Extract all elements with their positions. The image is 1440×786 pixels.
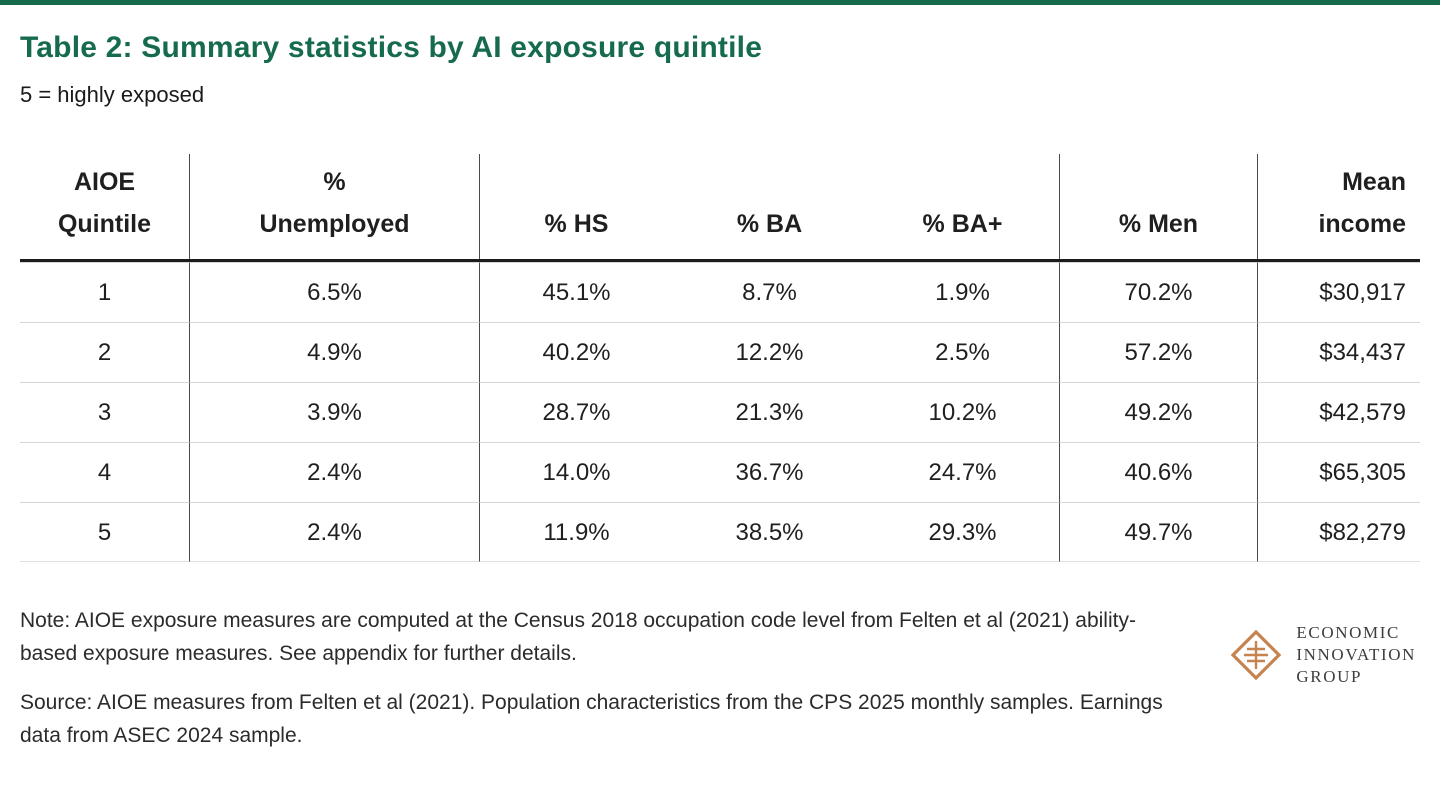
table-cell: 49.7%	[1060, 502, 1258, 562]
column-header-ba-plus: % BA+	[866, 154, 1060, 259]
table-cell: 3.9%	[190, 382, 480, 442]
table-cell: 10.2%	[866, 382, 1060, 442]
table-cell: 6.5%	[190, 262, 480, 322]
table-cell: 5	[20, 502, 190, 562]
column-header-line: % Men	[1118, 210, 1199, 238]
column-header-line: Unemployed	[259, 210, 410, 238]
column-header-unemployed: % Unemployed	[190, 154, 480, 259]
eig-logo: ECONOMIC INNOVATION GROUP	[1230, 622, 1416, 688]
table-cell: 28.7%	[480, 382, 673, 442]
table-cell: 70.2%	[1060, 262, 1258, 322]
table-cell: 2.4%	[190, 442, 480, 502]
column-header-men: % Men	[1060, 154, 1258, 259]
table-cell: 2	[20, 322, 190, 382]
table-cell: $30,917	[1258, 262, 1420, 322]
table-cell: $34,437	[1258, 322, 1420, 382]
column-header-mean-income: Mean income	[1258, 154, 1420, 259]
table-cell: 12.2%	[673, 322, 866, 382]
column-header-line: Mean	[1342, 168, 1406, 196]
table-row: 4 2.4% 14.0% 36.7% 24.7% 40.6% $65,305	[20, 442, 1420, 502]
table-cell: 3	[20, 382, 190, 442]
table-cell: 8.7%	[673, 262, 866, 322]
table-cell: 2.5%	[866, 322, 1060, 382]
table-cell: 24.7%	[866, 442, 1060, 502]
column-header-line: % HS	[544, 210, 609, 238]
page-content: Table 2: Summary statistics by AI exposu…	[0, 31, 1440, 752]
eig-logo-line: GROUP	[1296, 667, 1363, 686]
eig-diamond-icon	[1231, 629, 1282, 681]
table-cell: 40.2%	[480, 322, 673, 382]
column-header-ba: % BA	[673, 154, 866, 259]
table-cell: 49.2%	[1060, 382, 1258, 442]
column-header-quintile: AIOE Quintile	[20, 154, 190, 259]
table-row: 1 6.5% 45.1% 8.7% 1.9% 70.2% $30,917	[20, 262, 1420, 322]
table-cell: 29.3%	[866, 502, 1060, 562]
column-header-line: %	[323, 168, 346, 196]
eig-logo-line: ECONOMIC	[1296, 623, 1400, 642]
table-cell: 21.3%	[673, 382, 866, 442]
eig-logo-line: INNOVATION	[1296, 645, 1416, 664]
table-cell: $82,279	[1258, 502, 1420, 562]
column-header-line: income	[1318, 210, 1406, 238]
page-subtitle: 5 = highly exposed	[20, 82, 205, 107]
table-cell: 38.5%	[673, 502, 866, 562]
table-row: 5 2.4% 11.9% 38.5% 29.3% 49.7% $82,279	[20, 502, 1420, 562]
table-row: 3 3.9% 28.7% 21.3% 10.2% 49.2% $42,579	[20, 382, 1420, 442]
table-cell: 40.6%	[1060, 442, 1258, 502]
table-cell: $65,305	[1258, 442, 1420, 502]
table-cell: 36.7%	[673, 442, 866, 502]
eig-logo-text: ECONOMIC INNOVATION GROUP	[1296, 622, 1416, 688]
brand-top-bar	[0, 0, 1440, 5]
table-cell: 14.0%	[480, 442, 673, 502]
table-cell: 1.9%	[866, 262, 1060, 322]
table-cell: 57.2%	[1060, 322, 1258, 382]
table-header-row: AIOE Quintile % Unemployed % HS % BA % B…	[20, 154, 1420, 262]
table-cell: 11.9%	[480, 502, 673, 562]
table-row: 2 4.9% 40.2% 12.2% 2.5% 57.2% $34,437	[20, 322, 1420, 382]
note-text: Note: AIOE exposure measures are compute…	[20, 609, 1136, 665]
column-header-line: % BA	[736, 210, 803, 238]
table-cell: 45.1%	[480, 262, 673, 322]
page-title: Table 2: Summary statistics by AI exposu…	[20, 31, 763, 64]
table-cell: 4.9%	[190, 322, 480, 382]
table-cell: 4	[20, 442, 190, 502]
column-header-line: AIOE	[73, 168, 136, 196]
summary-table: AIOE Quintile % Unemployed % HS % BA % B…	[20, 154, 1420, 562]
column-header-line: % BA+	[922, 210, 1003, 238]
table-cell: 1	[20, 262, 190, 322]
table-cell: $42,579	[1258, 382, 1420, 442]
footnotes: Note: AIOE exposure measures are compute…	[20, 604, 1180, 752]
column-header-hs: % HS	[480, 154, 673, 259]
table-cell: 2.4%	[190, 502, 480, 562]
source-text: Source: AIOE measures from Felten et al …	[20, 691, 1163, 747]
column-header-line: Quintile	[57, 210, 152, 238]
